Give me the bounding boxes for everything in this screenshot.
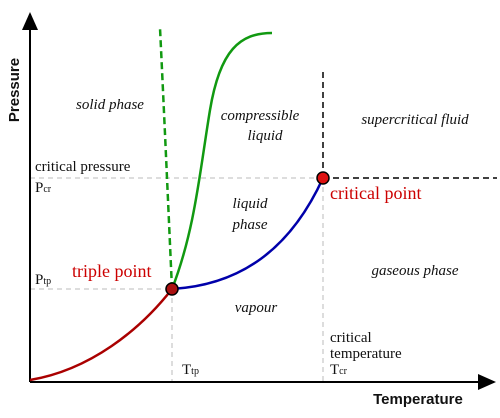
symbol: T [182, 362, 191, 378]
subscript: cr [339, 366, 347, 377]
x-axis-label: Temperature [373, 391, 463, 408]
level-label: Ptp [35, 272, 51, 288]
region-label: liquid [247, 128, 283, 144]
anomalous-melting-curve [158, 27, 174, 290]
subscript: tp [43, 276, 51, 287]
triple-point-marker [165, 282, 179, 296]
level-label: Pcr [35, 180, 52, 196]
level-label: critical pressure [35, 159, 131, 175]
symbol: P [35, 272, 43, 288]
region-label: liquid [232, 196, 268, 212]
sublimation-curve [29, 288, 173, 382]
region-label: solid phase [76, 97, 144, 113]
region-label: vapour [235, 300, 278, 316]
level-label: critical [330, 330, 372, 346]
level-label: Ttp [182, 362, 199, 378]
critical-point-marker [316, 171, 330, 185]
level-label: temperature [330, 346, 402, 362]
vaporization-curve [171, 177, 325, 291]
symbol: P [35, 180, 43, 196]
y-axis-label: Pressure [6, 58, 23, 122]
subscript: cr [43, 184, 51, 195]
symbol: T [330, 362, 339, 378]
point-label: triple point [72, 261, 152, 281]
region-label: compressible [221, 108, 300, 124]
subscript: tp [191, 366, 199, 377]
melting-curve [170, 31, 273, 290]
level-label: Tcr [330, 362, 348, 378]
point-label: critical point [330, 183, 421, 203]
region-label: gaseous phase [371, 263, 458, 279]
critical-boundaries [322, 72, 497, 179]
region-label: supercritical fluid [361, 112, 469, 128]
region-label: phase [232, 217, 268, 233]
guide-lines [30, 177, 324, 382]
